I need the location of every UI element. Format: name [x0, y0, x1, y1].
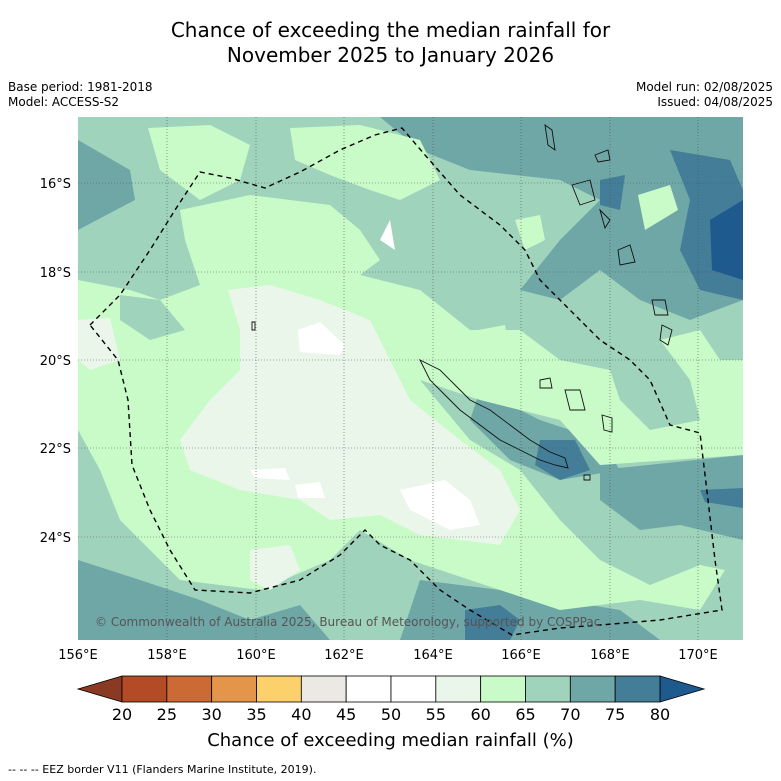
lat-label: 20°S [40, 354, 71, 369]
colorbar-tick-label: 55 [426, 705, 446, 724]
contour-70-northeast [380, 117, 743, 320]
contour-50-west [250, 468, 290, 480]
contour-70-southwest [78, 560, 330, 640]
lon-label: 156°E [58, 648, 98, 663]
colorbar-swatch [300, 675, 347, 703]
colorbar-tick-label: 45 [336, 705, 356, 724]
contour-60-island-3 [638, 185, 678, 230]
colorbar-swatch [345, 675, 392, 703]
lon-label: 164°E [413, 648, 453, 663]
metadata-left: Base period: 1981-2018 Model: ACCESS-S2 [8, 80, 153, 110]
contour-75-newcaledonia [535, 440, 590, 480]
lon-label: 168°E [590, 648, 630, 663]
colorbar-over-arrow [659, 675, 706, 703]
colorbar-tick-label: 80 [650, 705, 670, 724]
copyright-text: © Commonwealth of Australia 2025, Bureau… [95, 615, 600, 629]
colorbar-swatch [256, 675, 302, 703]
colorbar-swatch [390, 675, 437, 703]
eez-border [89, 127, 723, 636]
contour-60-north-2 [290, 125, 440, 200]
colorbar-tick-label: 60 [470, 705, 490, 724]
colorbar-swatch [211, 675, 257, 703]
contour-60-island-2 [478, 325, 510, 358]
metadata-right: Model run: 02/08/2025 Issued: 04/08/2025 [636, 80, 773, 110]
contour-55-south [250, 545, 300, 590]
contour-65-west [120, 295, 185, 340]
coastlines [251, 124, 673, 481]
lon-label: 160°E [236, 648, 276, 663]
colorbar-swatch [121, 675, 168, 703]
colorbar-tick-label: 70 [560, 705, 580, 724]
model-run: Model run: 02/08/2025 [635, 80, 773, 94]
map-gridlines [78, 117, 743, 640]
colorbar-swatch [525, 675, 571, 703]
lat-label: 24°S [40, 531, 71, 546]
lat-label: 22°S [40, 442, 71, 457]
contour-50-east [400, 480, 480, 530]
title-line-1: Chance of exceeding the median rainfall … [170, 18, 611, 42]
colorbar-label: Chance of exceeding median rainfall (%) [207, 730, 574, 751]
colorbar-tick-label: 50 [381, 705, 401, 724]
title-line-2: November 2025 to January 2026 [226, 43, 555, 67]
contour-75-south [465, 605, 520, 640]
contour-55-main [180, 285, 520, 545]
lon-label: 162°E [324, 648, 364, 663]
colorbar-swatch [166, 675, 213, 703]
contour-60-north-1 [148, 125, 250, 200]
colorbar-swatch [614, 675, 661, 703]
lon-label: 170°E [678, 648, 718, 663]
colorbar-tick-label: 25 [157, 705, 177, 724]
colorbar-tick-label: 20 [112, 705, 132, 724]
chart-title: Chance of exceeding the median rainfall … [0, 18, 781, 68]
contour-50-north [298, 322, 345, 355]
longitude-labels: 156°E 158°E 160°E 162°E 164°E 166°E 168°… [58, 648, 718, 663]
colorbar-tick-label: 65 [515, 705, 535, 724]
eez-legend-note: -- -- -- EEZ border V11 (Flanders Marine… [8, 763, 317, 776]
colorbar-tick-label: 30 [201, 705, 221, 724]
issued-date: Issued: 04/08/2025 [657, 95, 773, 109]
colorbar-tick-label: 35 [246, 705, 266, 724]
colorbar-swatch [480, 675, 526, 703]
map-area [78, 117, 743, 640]
contour-75-southeast [700, 488, 743, 508]
base-period: Base period: 1981-2018 [8, 80, 153, 94]
colorbar-tick-label: 40 [291, 705, 311, 724]
colorbar-swatch [435, 675, 482, 703]
contour-70-east [600, 455, 743, 540]
lon-label: 166°E [501, 648, 541, 663]
new-caledonia-coast [418, 358, 569, 469]
contour-70-west [78, 140, 135, 230]
lat-label: 18°S [40, 266, 71, 281]
contour-60-island-1 [515, 215, 545, 250]
contour-50-small [380, 220, 395, 250]
colorbar-tick-label: 75 [605, 705, 625, 724]
latitude-labels: 16°S 18°S 20°S 22°S 24°S [40, 177, 71, 546]
model-name: Model: ACCESS-S2 [8, 95, 120, 109]
contour-80-east [710, 200, 743, 280]
contour-75-vanuatu [600, 175, 625, 210]
contour-50-mid [295, 482, 325, 498]
colorbar: 20 25 30 35 40 45 50 55 60 65 70 75 80 [76, 675, 706, 724]
lon-label: 158°E [147, 648, 187, 663]
lat-label: 16°S [40, 177, 71, 192]
contour-55-west [78, 318, 120, 370]
colorbar-under-arrow [76, 675, 123, 703]
colorbar-swatch [569, 675, 616, 703]
